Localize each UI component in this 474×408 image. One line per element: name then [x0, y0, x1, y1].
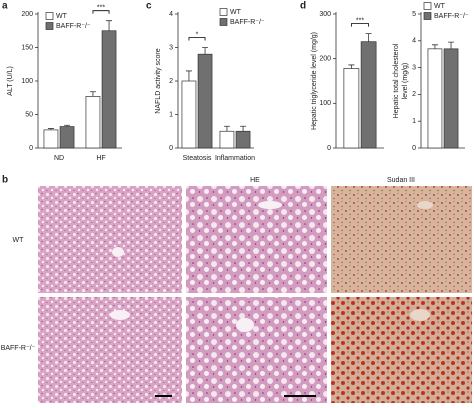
x-tick-label: Inflammation	[215, 155, 255, 162]
column-label: Sudan III	[387, 177, 415, 184]
micrograph	[331, 186, 472, 293]
legend-label: BAFF-R⁻/⁻	[56, 23, 91, 30]
panel-label: b	[2, 175, 8, 186]
column-label: HE	[250, 177, 260, 184]
vessel	[417, 201, 433, 209]
y-tick-label: 3	[169, 44, 173, 51]
error-bar	[202, 47, 209, 55]
y-tick-label: 2	[412, 91, 416, 98]
bar	[443, 48, 459, 149]
row-label: WT	[13, 237, 25, 244]
y-tick-label: 0	[327, 145, 331, 152]
vessel	[236, 318, 254, 332]
legend-label: WT	[230, 9, 242, 16]
error-bar	[64, 124, 71, 127]
y-axis-label: level (mg/g)	[402, 63, 409, 100]
bar	[360, 41, 377, 149]
y-tick-label: 100	[21, 78, 33, 85]
error-bar	[223, 125, 230, 132]
error-bar	[448, 41, 455, 49]
significance-label: ***	[97, 5, 105, 12]
y-tick-label: 0	[412, 145, 416, 152]
x-tick-label: HF	[96, 155, 105, 162]
bar	[43, 129, 59, 149]
significance-label: ***	[356, 17, 364, 24]
legend-swatch	[45, 12, 54, 20]
error-bar	[431, 44, 438, 49]
bar	[427, 48, 443, 149]
y-tick-label: 150	[21, 44, 33, 51]
y-tick-label: 1	[412, 118, 416, 125]
y-tick-label: 200	[319, 56, 331, 63]
vessel	[410, 309, 430, 321]
error-bar	[47, 128, 54, 130]
row-label: BAFF-R⁻/⁻	[1, 345, 36, 352]
y-tick-label: 100	[319, 100, 331, 107]
vessel	[112, 247, 124, 257]
bar	[343, 68, 360, 149]
y-tick-label: 200	[21, 11, 33, 18]
y-tick-label: 1	[169, 111, 173, 118]
legend-label: WT	[56, 13, 68, 20]
y-tick-label: 4	[412, 38, 416, 45]
legend-label: BAFF-R⁻/⁻	[230, 19, 265, 26]
bar	[219, 130, 235, 149]
micrograph	[38, 297, 182, 403]
error-bar	[240, 125, 247, 132]
y-tick-label: 50	[25, 111, 33, 118]
significance-bracket	[350, 23, 370, 27]
panel-label: a	[2, 1, 8, 12]
y-tick-label: 0	[29, 145, 33, 152]
legend-swatch	[219, 8, 228, 16]
legend-label: BAFF-R⁻/⁻	[434, 13, 469, 20]
y-tick-label: 3	[412, 64, 416, 71]
y-axis-label: Hepatic triglyceride level (mg/g)	[311, 32, 318, 130]
error-bar	[89, 91, 96, 97]
y-tick-label: 4	[169, 11, 173, 18]
bar	[85, 96, 101, 149]
significance-label: *	[196, 31, 199, 38]
bar	[59, 126, 75, 149]
panel-label: d	[300, 1, 306, 12]
x-tick-label: ND	[54, 155, 64, 162]
bar	[181, 80, 197, 149]
micrograph	[186, 297, 327, 403]
error-bar	[365, 33, 372, 42]
significance-bracket	[188, 37, 206, 41]
vessel	[258, 201, 282, 209]
micrograph	[331, 297, 472, 403]
error-bar	[185, 70, 192, 81]
y-axis-label: ALT (U/L)	[7, 66, 14, 96]
bar	[101, 30, 117, 149]
histology-panel: b HE Sudan III WT BAFF-R⁻/⁻	[1, 175, 472, 403]
x-tick-label: Steatosis	[183, 155, 212, 162]
y-axis-label: NAFLD activity score	[155, 48, 162, 113]
y-tick-label: 0	[169, 145, 173, 152]
y-tick-label: 300	[319, 11, 331, 18]
legend-swatch	[423, 12, 432, 20]
bar	[197, 53, 213, 149]
legend-label: WT	[434, 3, 446, 10]
legend-swatch	[219, 18, 228, 26]
significance-bracket	[92, 10, 110, 14]
y-tick-label: 5	[412, 11, 416, 18]
micrograph	[38, 186, 182, 293]
panel-label: c	[146, 1, 152, 12]
error-bar	[106, 20, 113, 31]
legend-swatch	[423, 2, 432, 10]
micrograph	[186, 186, 327, 293]
bar	[235, 130, 251, 149]
y-tick-label: 2	[169, 78, 173, 85]
error-bar	[348, 64, 355, 69]
legend-swatch	[45, 22, 54, 30]
vessel	[110, 310, 130, 320]
y-axis-label: Hepatic total cholesterol	[393, 43, 400, 118]
